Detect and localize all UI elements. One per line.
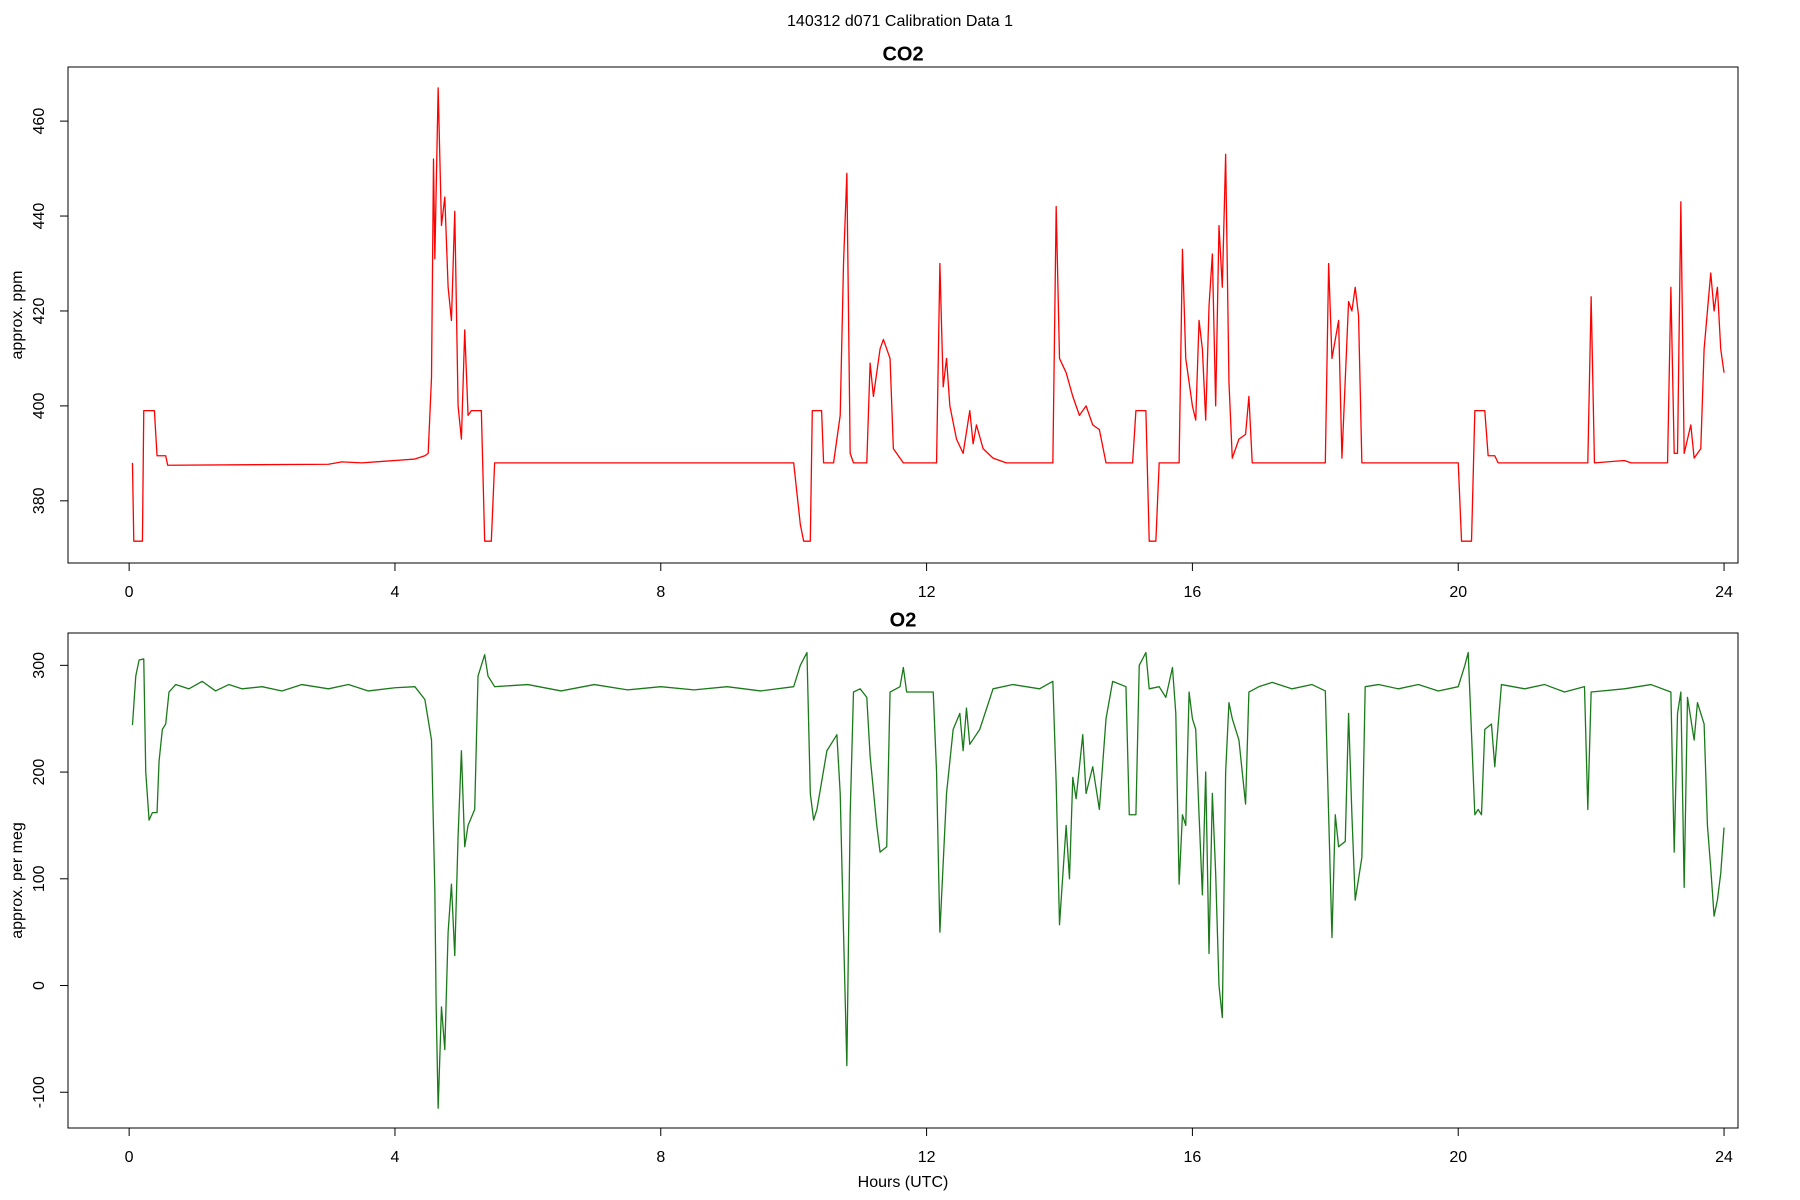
figure-title: 140312 d071 Calibration Data 1 bbox=[787, 13, 1013, 30]
y-axis-label: approx. ppm bbox=[9, 271, 26, 360]
plot-frame bbox=[67, 632, 1739, 1129]
x-tick-label: 24 bbox=[1715, 584, 1733, 601]
y-tick-label: -100 bbox=[31, 1076, 48, 1108]
y-tick-label: 200 bbox=[31, 759, 48, 786]
x-tick-label: 4 bbox=[391, 1149, 400, 1166]
x-tick-label: 12 bbox=[918, 1149, 936, 1166]
data-line bbox=[131, 651, 1725, 1109]
x-tick-label: 20 bbox=[1449, 584, 1467, 601]
y-tick-label: 300 bbox=[31, 652, 48, 679]
y-tick-label: 460 bbox=[31, 108, 48, 135]
data-line bbox=[131, 87, 1725, 542]
y-tick-label: 420 bbox=[31, 298, 48, 325]
y-tick-label: 0 bbox=[31, 981, 48, 990]
x-tick-label: 20 bbox=[1449, 1149, 1467, 1166]
plot-frame bbox=[67, 66, 1739, 564]
panel-title: O2 bbox=[890, 609, 917, 631]
x-tick-label: 16 bbox=[1184, 1149, 1202, 1166]
x-tick-label: 8 bbox=[656, 1149, 665, 1166]
y-tick-label: 440 bbox=[31, 203, 48, 230]
y-axis-label: approx. per meg bbox=[9, 822, 26, 939]
x-tick-label: 12 bbox=[918, 584, 936, 601]
x-tick-label: 8 bbox=[656, 584, 665, 601]
x-tick-label: 4 bbox=[391, 584, 400, 601]
y-tick-label: 400 bbox=[31, 392, 48, 419]
x-tick-label: 16 bbox=[1184, 584, 1202, 601]
x-axis-label: Hours (UTC) bbox=[858, 1174, 949, 1191]
x-tick-label: 24 bbox=[1715, 1149, 1733, 1166]
panel-title: CO2 bbox=[882, 43, 923, 65]
x-tick-label: 0 bbox=[125, 584, 134, 601]
x-tick-label: 0 bbox=[125, 1149, 134, 1166]
y-tick-label: 100 bbox=[31, 865, 48, 892]
y-tick-label: 380 bbox=[31, 487, 48, 514]
